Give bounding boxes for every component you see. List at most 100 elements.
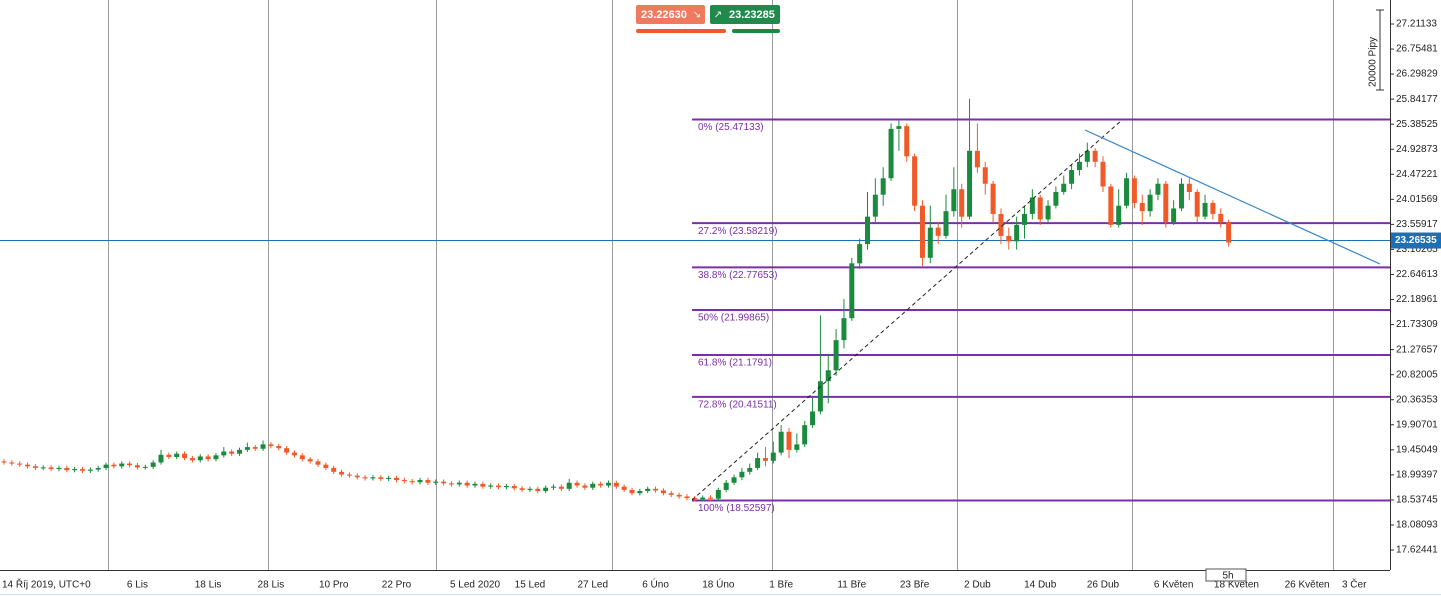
candle-body bbox=[1116, 205, 1122, 225]
candle-body bbox=[880, 178, 886, 195]
candle-body bbox=[653, 488, 659, 491]
candle-body bbox=[511, 486, 517, 489]
candle-body bbox=[527, 488, 533, 490]
candle-body bbox=[1029, 197, 1035, 214]
candle-body bbox=[786, 431, 792, 450]
x-tick-label: 27 Led bbox=[577, 580, 608, 591]
x-tick-label: 3 Čer bbox=[1342, 578, 1367, 591]
candle-body bbox=[810, 411, 816, 426]
candle-body bbox=[637, 491, 643, 494]
y-tick-label: 27.21133 bbox=[1396, 19, 1437, 30]
candle-body bbox=[888, 128, 894, 179]
candle-body bbox=[229, 451, 235, 454]
y-tick-label: 19.45049 bbox=[1396, 444, 1438, 455]
current-price-label: 23.26535 bbox=[1395, 235, 1437, 246]
candle-body bbox=[134, 465, 140, 468]
candle-body bbox=[982, 167, 988, 184]
candle-body bbox=[543, 487, 549, 492]
candle-body bbox=[284, 448, 290, 453]
candle-body bbox=[551, 486, 556, 488]
x-tick-label: 22 Pro bbox=[382, 580, 412, 591]
candle-body bbox=[456, 482, 462, 485]
candle-body bbox=[668, 493, 674, 495]
candle-body bbox=[32, 466, 38, 468]
candle-body bbox=[252, 447, 258, 449]
y-tick-label: 25.38525 bbox=[1396, 119, 1438, 130]
candle-body bbox=[464, 482, 470, 486]
candle-body bbox=[40, 467, 46, 469]
trade-buttons: 23.22630 ↘ ↗ 23.23285 bbox=[636, 5, 780, 33]
x-tick-label: 1 Bře bbox=[769, 580, 793, 591]
x-tick-label: 23 Bře bbox=[900, 580, 930, 591]
candle-body bbox=[959, 189, 965, 217]
candle-body bbox=[127, 463, 133, 466]
candle-body bbox=[95, 467, 101, 470]
candle-body bbox=[1037, 197, 1043, 220]
y-tick-label: 18.53745 bbox=[1396, 495, 1438, 506]
candle-body bbox=[260, 444, 266, 449]
trend-line-dashed bbox=[691, 119, 1123, 501]
candle-body bbox=[299, 455, 305, 460]
candle-body bbox=[503, 486, 509, 488]
candle-body bbox=[150, 462, 156, 467]
fib-label: 0% (25.47133) bbox=[698, 122, 764, 133]
candle-body bbox=[72, 469, 78, 471]
candle-body bbox=[1069, 170, 1075, 184]
candle-body bbox=[158, 454, 164, 463]
y-tick-label: 19.90701 bbox=[1396, 419, 1438, 430]
y-tick-label: 18.08093 bbox=[1396, 520, 1438, 531]
candle-body bbox=[80, 469, 85, 471]
candle-body bbox=[967, 150, 973, 217]
candle-body bbox=[1210, 202, 1216, 214]
sell-button[interactable] bbox=[636, 5, 705, 24]
range-marker: 20000 Pipy bbox=[1368, 9, 1384, 91]
candle-body bbox=[417, 480, 423, 483]
candle-body bbox=[1218, 213, 1224, 223]
candle-body bbox=[48, 467, 54, 470]
y-tick-label: 21.27657 bbox=[1396, 344, 1438, 355]
trend-line bbox=[1084, 129, 1381, 265]
candle-body bbox=[174, 453, 180, 457]
candle-body bbox=[645, 488, 651, 492]
x-tick-label: 14 Říj 2019, UTC+0 bbox=[2, 578, 91, 591]
candle-body bbox=[87, 469, 93, 471]
candle-body bbox=[1194, 191, 1200, 217]
candle-body bbox=[9, 462, 15, 464]
y-tick-label: 21.73309 bbox=[1396, 319, 1438, 330]
candle-body bbox=[1053, 191, 1059, 206]
candle-body bbox=[276, 446, 282, 449]
candle-body bbox=[433, 481, 439, 483]
y-tick-label: 23.55917 bbox=[1396, 219, 1438, 230]
candle-body bbox=[378, 477, 384, 479]
y-tick-label: 24.92873 bbox=[1396, 144, 1438, 155]
candle-body bbox=[346, 474, 352, 476]
candle-body bbox=[189, 458, 195, 461]
sell-bar bbox=[636, 29, 726, 33]
x-tick-label: 18 Květen bbox=[1214, 580, 1259, 591]
x-tick-label: 26 Květen bbox=[1285, 580, 1330, 591]
candle-body bbox=[519, 488, 525, 490]
y-tick-label: 26.75481 bbox=[1396, 44, 1438, 55]
candle-body bbox=[119, 463, 125, 467]
candle-body bbox=[770, 452, 776, 461]
range-label: 20000 Pipy bbox=[1368, 37, 1379, 87]
candle-body bbox=[221, 451, 227, 456]
buy-button[interactable] bbox=[710, 5, 780, 24]
buy-icon: ↗ bbox=[714, 10, 722, 21]
candle-body bbox=[166, 454, 172, 457]
candle-body bbox=[833, 340, 839, 371]
x-tick-label: 6 Květen bbox=[1154, 580, 1193, 591]
candle-body bbox=[1006, 235, 1012, 242]
candle-body bbox=[197, 456, 203, 461]
candle-body bbox=[64, 467, 70, 471]
y-tick-label: 26.29829 bbox=[1396, 69, 1438, 80]
candle-body bbox=[1100, 161, 1106, 187]
timeframe-box[interactable] bbox=[1205, 568, 1247, 582]
candle-body bbox=[323, 464, 329, 468]
candle-body bbox=[1, 461, 7, 463]
candle-body bbox=[778, 431, 784, 453]
candle-body bbox=[582, 485, 588, 488]
candle-body bbox=[425, 480, 431, 483]
candle-body bbox=[237, 449, 242, 454]
